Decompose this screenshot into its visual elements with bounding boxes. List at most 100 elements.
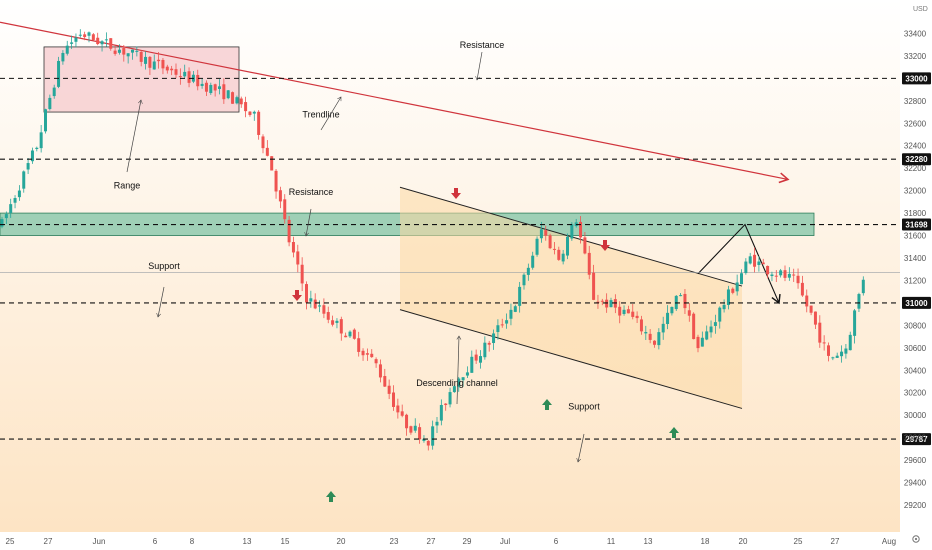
candle-body [161, 59, 165, 69]
candle-body [244, 102, 248, 112]
annotation-pointer [456, 335, 462, 405]
candle [213, 83, 217, 97]
candle [666, 305, 670, 330]
candle-body [187, 71, 191, 83]
candle-body [761, 262, 765, 265]
candle-body [352, 329, 356, 339]
candle [822, 335, 826, 351]
annotation-label: Resistance [289, 187, 334, 197]
candle [487, 340, 491, 352]
candle-body [726, 289, 730, 305]
y-tick-label: 29200 [904, 501, 927, 510]
candle [300, 257, 304, 292]
candle [287, 215, 291, 247]
candle [257, 110, 261, 140]
candle [635, 311, 639, 323]
candle [483, 336, 487, 360]
x-tick-label: 25 [6, 537, 15, 546]
candle [644, 325, 648, 340]
candle-body [487, 342, 491, 345]
candle [805, 289, 809, 313]
candle [500, 318, 504, 328]
candle [492, 329, 496, 350]
candle-body [209, 84, 213, 94]
candle-body [174, 69, 178, 75]
candle [57, 56, 61, 89]
level-badge: 29787 [902, 433, 931, 446]
candle [539, 221, 543, 243]
candle [283, 194, 287, 224]
y-tick-label: 30400 [904, 366, 927, 375]
candle-body [779, 270, 783, 276]
candle-body [822, 342, 826, 344]
candle-body [500, 324, 504, 326]
annotation-label: Support [568, 402, 600, 412]
candle [109, 38, 113, 51]
candle [596, 294, 600, 309]
candle-body [422, 438, 426, 441]
candle [370, 349, 374, 358]
candle [653, 340, 656, 348]
candle [104, 32, 108, 47]
candle-body [800, 282, 804, 296]
candle [204, 80, 208, 96]
candle [409, 425, 413, 435]
candle [761, 258, 765, 265]
candle [418, 423, 422, 444]
currency-label: USD [913, 6, 928, 13]
candle-body [740, 273, 743, 285]
candle-body [818, 322, 822, 343]
candle [309, 290, 313, 308]
candle [35, 146, 39, 152]
candle [783, 265, 787, 282]
candle [265, 140, 269, 157]
candle [713, 314, 717, 334]
candle [522, 273, 526, 290]
level-badge: 33000 [902, 72, 931, 85]
candle [152, 54, 156, 70]
drawing-shapes [0, 21, 900, 409]
candle [83, 31, 87, 41]
candle [439, 399, 443, 426]
candle [187, 67, 191, 88]
candle [374, 357, 378, 368]
candle-body [465, 372, 469, 376]
candle [261, 134, 265, 154]
candle [44, 108, 47, 134]
candle [753, 247, 757, 273]
candle [135, 46, 139, 57]
level-badge-bg [902, 72, 931, 85]
candle-body [113, 50, 117, 54]
candle [470, 350, 474, 373]
candle-body [644, 332, 648, 334]
candle-body [513, 306, 517, 312]
x-tick-label: 27 [44, 537, 53, 546]
level-badge-bg [902, 296, 931, 309]
candle [457, 376, 461, 392]
candle-body [74, 37, 78, 42]
candle [209, 82, 213, 95]
candle-body [239, 98, 243, 105]
candle [157, 51, 161, 69]
candle [479, 350, 482, 369]
candle-body [305, 284, 308, 303]
candle-body [687, 310, 691, 316]
candle [4, 211, 8, 225]
candle [200, 77, 204, 89]
signal-arrows [292, 188, 679, 502]
candle-body [431, 426, 435, 446]
candle-body [626, 309, 630, 314]
candle [840, 345, 844, 363]
candle [48, 94, 52, 111]
settings-gear-icon[interactable] [912, 535, 920, 543]
candle-body [535, 238, 539, 255]
candle [513, 304, 517, 313]
candle-body [539, 229, 543, 239]
candle [496, 319, 500, 340]
candle [526, 263, 530, 281]
candle [235, 95, 239, 105]
y-tick-label: 30600 [904, 344, 927, 353]
candle [174, 63, 178, 79]
candle-body [561, 253, 565, 262]
